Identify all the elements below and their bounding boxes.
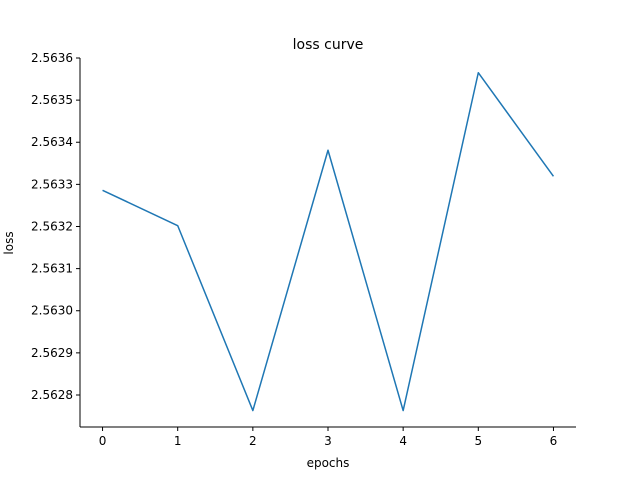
x-axis-ticks: 0 1 2 3 4 5 6 bbox=[99, 427, 558, 448]
chart-title: loss curve bbox=[293, 37, 364, 53]
y-axis-ticks: 2.5628 2.5629 2.5630 2.5631 2.5632 2.5633 2.56… bbox=[31, 51, 80, 402]
y-tick-label: 2.5634 bbox=[31, 135, 73, 149]
y-tick-label: 2.5633 bbox=[31, 177, 73, 191]
x-tick-label: 4 bbox=[399, 434, 407, 448]
y-tick-label: 2.5630 bbox=[31, 304, 73, 318]
y-tick-label: 2.5628 bbox=[31, 388, 73, 402]
y-axis-label: loss bbox=[2, 231, 16, 254]
x-tick-label: 2 bbox=[249, 434, 257, 448]
y-tick-label: 2.5632 bbox=[31, 219, 73, 233]
x-axis-label: epochs bbox=[307, 456, 350, 470]
x-tick-label: 5 bbox=[474, 434, 482, 448]
data-points bbox=[102, 72, 554, 411]
loss-series-line bbox=[102, 71, 555, 412]
x-tick-label: 3 bbox=[324, 434, 332, 448]
y-tick-label: 2.5636 bbox=[31, 51, 73, 65]
x-tick-label: 1 bbox=[174, 434, 182, 448]
y-tick-label: 2.5629 bbox=[31, 346, 73, 360]
y-tick-label: 2.5635 bbox=[31, 93, 73, 107]
x-tick-label: 6 bbox=[550, 434, 558, 448]
x-tick-label: 0 bbox=[99, 434, 107, 448]
y-tick-label: 2.5631 bbox=[31, 262, 73, 276]
